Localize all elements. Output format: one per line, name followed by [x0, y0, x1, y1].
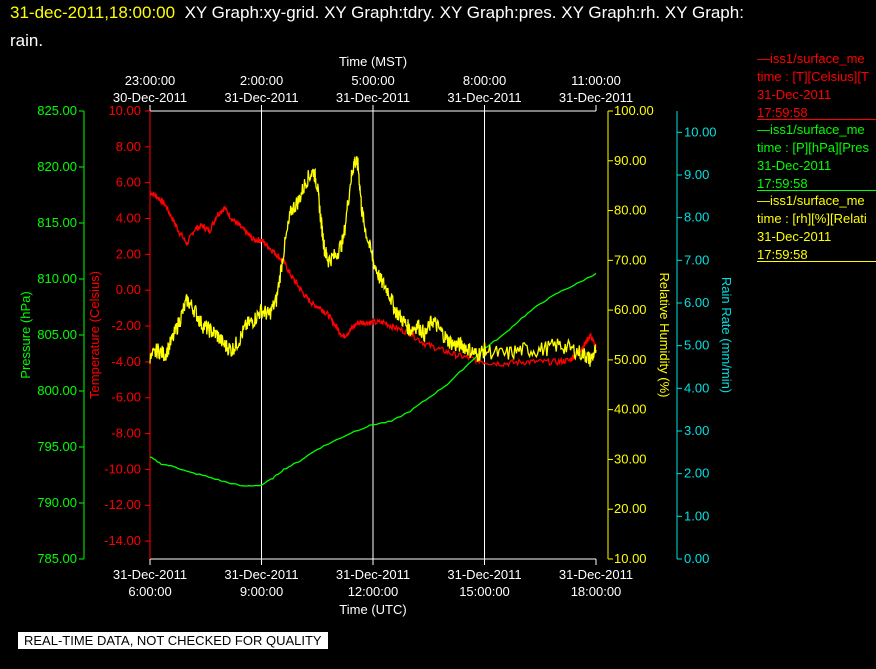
chart-title-line2: rain.	[10, 31, 44, 50]
humidity-tick-label: 90.00	[614, 153, 647, 168]
humidity-tick-label: 20.00	[614, 501, 647, 516]
x-top-tick-time: 2:00:00	[240, 73, 283, 88]
humidity-tick-label: 100.00	[614, 103, 654, 118]
temperature-tick-label: -2.00	[111, 318, 141, 333]
temperature-tick-label: 10.00	[108, 103, 141, 118]
x-top-axis-label: Time (MST)	[339, 54, 407, 69]
legend-series-date: 31-Dec-2011	[757, 87, 832, 102]
pressure-tick-label: 795.00	[37, 439, 77, 454]
x-bottom-tick-date: 31-Dec-2011	[224, 567, 298, 582]
x-top-tick-date: 31-Dec-2011	[224, 90, 298, 105]
temperature-tick-label: 6.00	[116, 175, 141, 190]
legend-series-name: —iss1/surface_me	[757, 122, 865, 137]
temperature-tick-label: -6.00	[111, 390, 141, 405]
rain-tick-label: 0.00	[684, 551, 709, 566]
x-top-tick-date: 31-Dec-2011	[336, 90, 410, 105]
x-bottom-tick-date: 31-Dec-2011	[559, 567, 633, 582]
rain-tick-label: 7.00	[684, 252, 709, 267]
grid	[261, 111, 485, 559]
temperature-axis-title: Temperature (Celsius)	[87, 271, 102, 399]
series-line-humidity	[149, 156, 597, 367]
humidity-tick-label: 30.00	[614, 451, 647, 466]
graph-list: XY Graph:xy-grid. XY Graph:tdry. XY Grap…	[184, 3, 744, 22]
axes	[79, 105, 682, 565]
humidity-tick-label: 60.00	[614, 302, 647, 317]
rain-tick-label: 2.00	[684, 466, 709, 481]
temperature-tick-label: 8.00	[116, 139, 141, 154]
legend-series-var: time : [rh][%][Relati	[757, 211, 867, 226]
x-bottom-tick-time: 12:00:00	[348, 584, 399, 599]
quality-disclaimer: REAL-TIME DATA, NOT CHECKED FOR QUALITY	[18, 632, 328, 649]
legend-item-pressure: —iss1/surface_me time : [P][hPa][Pres 31…	[757, 121, 876, 191]
legend-item-humidity: —iss1/surface_me time : [rh][%][Relati 3…	[757, 192, 876, 262]
rain-tick-label: 4.00	[684, 380, 709, 395]
pressure-tick-label: 825.00	[37, 103, 77, 118]
rain-tick-label: 9.00	[684, 167, 709, 182]
temperature-tick-label: -12.00	[104, 497, 141, 512]
rain-tick-label: 6.00	[684, 295, 709, 310]
x-bottom-tick-time: 18:00:00	[571, 584, 622, 599]
humidity-tick-label: 10.00	[614, 551, 647, 566]
humidity-axis-title: Relative Humidity (%)	[657, 273, 672, 398]
legend-series-time: 17:59:58	[757, 176, 808, 191]
rain-tick-label: 10.00	[684, 124, 717, 139]
pressure-tick-label: 785.00	[37, 551, 77, 566]
pressure-tick-label: 805.00	[37, 327, 77, 342]
axis-labels: 31-Dec-2011 6:00:00 31-Dec-2011 9:00:00 31-D…	[18, 54, 734, 617]
pressure-tick-label: 810.00	[37, 271, 77, 286]
temperature-tick-label: 4.00	[116, 211, 141, 226]
rain-tick-label: 5.00	[684, 338, 709, 353]
legend-item-temperature: —iss1/surface_me time : [T][Celsius][T 3…	[757, 50, 876, 120]
x-bottom-tick-time: 15:00:00	[459, 584, 510, 599]
legend-series-name: —iss1/surface_me	[757, 193, 865, 208]
legend-series-time: 17:59:58	[757, 105, 808, 120]
legend-series-date: 31-Dec-2011	[757, 158, 832, 173]
legend-series-var: time : [T][Celsius][T	[757, 69, 869, 84]
x-top-tick-date: 30-Dec-2011	[113, 90, 187, 105]
pressure-axis-title: Pressure (hPa)	[18, 291, 33, 378]
temperature-tick-label: 2.00	[116, 246, 141, 261]
pressure-tick-label: 800.00	[37, 383, 77, 398]
x-bottom-tick-date: 31-Dec-2011	[336, 567, 410, 582]
x-bottom-tick-date: 31-Dec-2011	[113, 567, 187, 582]
humidity-tick-label: 40.00	[614, 402, 647, 417]
x-bottom-tick-time: 9:00:00	[240, 584, 283, 599]
timestamp: 31-dec-2011,18:00:00	[10, 3, 176, 22]
x-top-tick-date: 31-Dec-2011	[559, 90, 633, 105]
temperature-tick-label: -8.00	[111, 426, 141, 441]
rain-tick-label: 1.00	[684, 508, 709, 523]
pressure-tick-label: 820.00	[37, 159, 77, 174]
temperature-tick-label: -14.00	[104, 533, 141, 548]
humidity-tick-label: 50.00	[614, 352, 647, 367]
temperature-tick-label: -4.00	[111, 354, 141, 369]
series-line-temperature	[149, 190, 597, 368]
temperature-tick-label: -10.00	[104, 461, 141, 476]
legend-series-name: —iss1/surface_me	[757, 51, 865, 66]
x-bottom-tick-time: 6:00:00	[128, 584, 171, 599]
x-bottom-axis-label: Time (UTC)	[339, 602, 406, 617]
rain-tick-label: 3.00	[684, 423, 709, 438]
x-top-tick-time: 5:00:00	[351, 73, 394, 88]
series-line-pressure	[149, 272, 597, 487]
x-top-tick-time: 23:00:00	[125, 73, 176, 88]
x-bottom-tick-date: 31-Dec-2011	[447, 567, 521, 582]
legend-series-date: 31-Dec-2011	[757, 229, 832, 244]
humidity-tick-label: 80.00	[614, 203, 647, 218]
x-top-tick-date: 31-Dec-2011	[447, 90, 521, 105]
x-top-tick-time: 8:00:00	[463, 73, 506, 88]
legend-series-var: time : [P][hPa][Pres	[757, 140, 869, 155]
chart-title-line1: 31-dec-2011,18:00:00 XY Graph:xy-grid. X…	[10, 3, 744, 23]
x-top-tick-time: 11:00:00	[571, 73, 621, 88]
humidity-tick-label: 70.00	[614, 252, 647, 267]
temperature-tick-label: 0.00	[116, 282, 141, 297]
rain-tick-label: 8.00	[684, 210, 709, 225]
pressure-tick-label: 815.00	[37, 215, 77, 230]
series	[149, 156, 597, 487]
rain-axis-title: Rain Rate (mm/min)	[719, 277, 734, 393]
pressure-tick-label: 790.00	[37, 495, 77, 510]
legend-series-time: 17:59:58	[757, 247, 808, 262]
